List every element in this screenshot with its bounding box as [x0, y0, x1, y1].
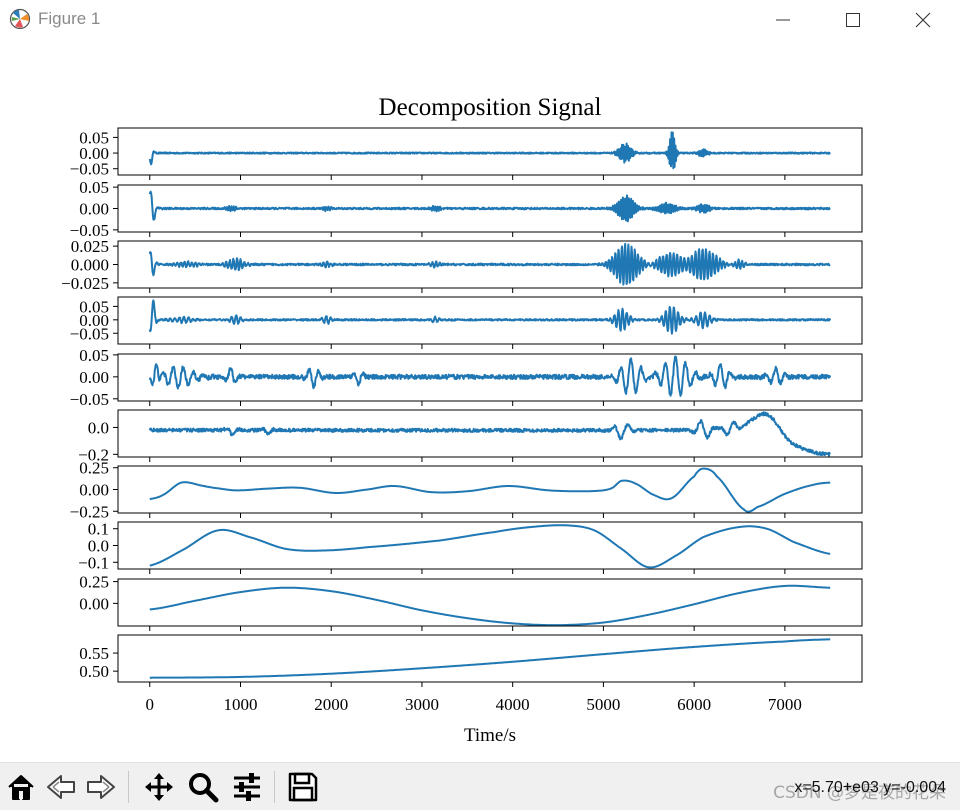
x-tick-label: 1000 — [223, 695, 257, 714]
y-tick-label: −0.25 — [70, 502, 109, 521]
subplot-component-2: 0.05 0.00 −0.05 — [70, 178, 863, 240]
y-tick-label: 0.05 — [79, 297, 109, 316]
subplot-component-9: 0.25 0.00 — [79, 573, 863, 631]
y-tick-label: 0.25 — [79, 459, 109, 478]
y-tick-label: −0.05 — [70, 390, 109, 409]
series-line-component-2 — [148, 190, 831, 223]
series-line-component-4 — [148, 299, 832, 335]
y-tick-label: 0.55 — [79, 644, 109, 663]
series-line-component-3 — [148, 242, 831, 286]
axes-frame — [117, 634, 863, 683]
close-icon — [915, 12, 931, 28]
window-title: Figure 1 — [38, 9, 101, 28]
maximize-icon — [846, 13, 860, 27]
y-tick-label: 0.00 — [79, 594, 109, 613]
save-button[interactable] — [284, 768, 322, 806]
x-axis-label: Time/s — [464, 725, 516, 746]
x-tick-label: 4000 — [496, 695, 530, 714]
chart-title: Decomposition Signal — [379, 94, 602, 121]
y-tick-label: 0.00 — [79, 311, 109, 330]
y-tick-label: −0.05 — [70, 221, 109, 240]
matplotlib-icon — [9, 8, 31, 30]
home-button[interactable] — [2, 768, 40, 806]
series-line-component-9 — [149, 584, 831, 627]
subplot-component-4: 0.050.00−0.05 — [70, 296, 863, 349]
x-tick-label: 6000 — [677, 695, 711, 714]
series-line-component-5 — [148, 355, 832, 397]
y-tick-label: 0.00 — [79, 144, 109, 163]
subplot-component-7: 0.25 0.00 −0.25 — [70, 459, 863, 521]
y-tick-label: 0.025 — [71, 237, 109, 256]
axes-frame — [117, 296, 863, 345]
x-tick-label: 3000 — [405, 695, 439, 714]
series-line-component-7 — [149, 467, 831, 513]
forward-arrow-icon — [87, 775, 115, 799]
pan-button[interactable] — [140, 768, 178, 806]
y-tick-label: 0.0 — [88, 418, 109, 437]
minimize-icon — [776, 19, 790, 21]
y-tick-label: 0.0 — [88, 537, 109, 556]
toolbar-separator — [274, 771, 275, 803]
sliders-icon — [234, 773, 260, 801]
floppy-icon — [288, 772, 318, 802]
series-line-component-8 — [149, 524, 831, 569]
cursor-coordinates: x=5.70+e03 y=-0.004 — [794, 779, 946, 796]
y-tick-label: −0.025 — [61, 274, 109, 293]
window-titlebar: Figure 1 — [0, 0, 960, 40]
series-line-component-1 — [148, 131, 831, 170]
y-tick-label: 0.00 — [79, 481, 109, 500]
y-tick-label: 0.00 — [79, 200, 109, 219]
x-tick-label: 0 — [146, 695, 155, 714]
axes-frame — [117, 127, 863, 176]
subplot-component-6: 0.0 −0.2 — [78, 409, 863, 464]
maximize-button[interactable] — [830, 0, 876, 40]
move-icon — [145, 773, 173, 801]
close-button[interactable] — [900, 0, 946, 40]
back-button[interactable] — [42, 768, 80, 806]
watermark: CSDN @梦是夜的花朵 — [773, 783, 946, 803]
y-tick-label: 0.25 — [79, 573, 109, 592]
y-tick-label: −0.2 — [78, 445, 109, 464]
navigation-toolbar: CSDN @梦是夜的花朵 x=5.70+e03 y=-0.004 — [0, 762, 960, 810]
series-line-component-10 — [149, 638, 831, 679]
y-tick-label: 0.00 — [79, 368, 109, 387]
y-tick-label: 0.1 — [88, 520, 109, 539]
axes-frame — [117, 353, 863, 402]
zoom-button[interactable] — [184, 768, 222, 806]
y-tick-label: 0.05 — [79, 128, 109, 147]
toolbar-separator — [128, 771, 129, 803]
figure-canvas[interactable]: Decomposition Signal 0.050.00−0.050.050.… — [0, 40, 960, 762]
subplot-component-10: 0.550.50 — [79, 634, 863, 687]
subplot-component-1: 0.050.00−0.05 — [70, 127, 863, 180]
home-icon — [8, 775, 34, 800]
subplot-component-5: 0.05 0.00 −0.05 — [70, 346, 863, 409]
y-tick-label: 0.50 — [79, 662, 109, 681]
x-tick-label: 5000 — [586, 695, 620, 714]
configure-subplots-button[interactable] — [228, 768, 266, 806]
y-tick-label: −0.1 — [78, 553, 109, 572]
y-tick-label: −0.05 — [70, 160, 109, 179]
y-tick-label: 0.05 — [79, 346, 109, 365]
back-arrow-icon — [47, 775, 75, 799]
series-line-component-6 — [148, 411, 831, 457]
minimize-button[interactable] — [760, 0, 806, 40]
subplot-component-8: 0.10.0−0.1 — [78, 520, 863, 574]
magnifier-icon — [189, 773, 219, 803]
x-tick-label: 2000 — [314, 695, 348, 714]
x-tick-label: 7000 — [768, 695, 802, 714]
axes-frame — [117, 521, 863, 570]
axes-frame — [117, 409, 863, 458]
y-tick-label: 0.000 — [71, 256, 109, 275]
y-tick-label: 0.05 — [79, 178, 109, 197]
axes-frame — [117, 578, 863, 627]
y-tick-label: −0.05 — [70, 324, 109, 343]
forward-button[interactable] — [82, 768, 120, 806]
